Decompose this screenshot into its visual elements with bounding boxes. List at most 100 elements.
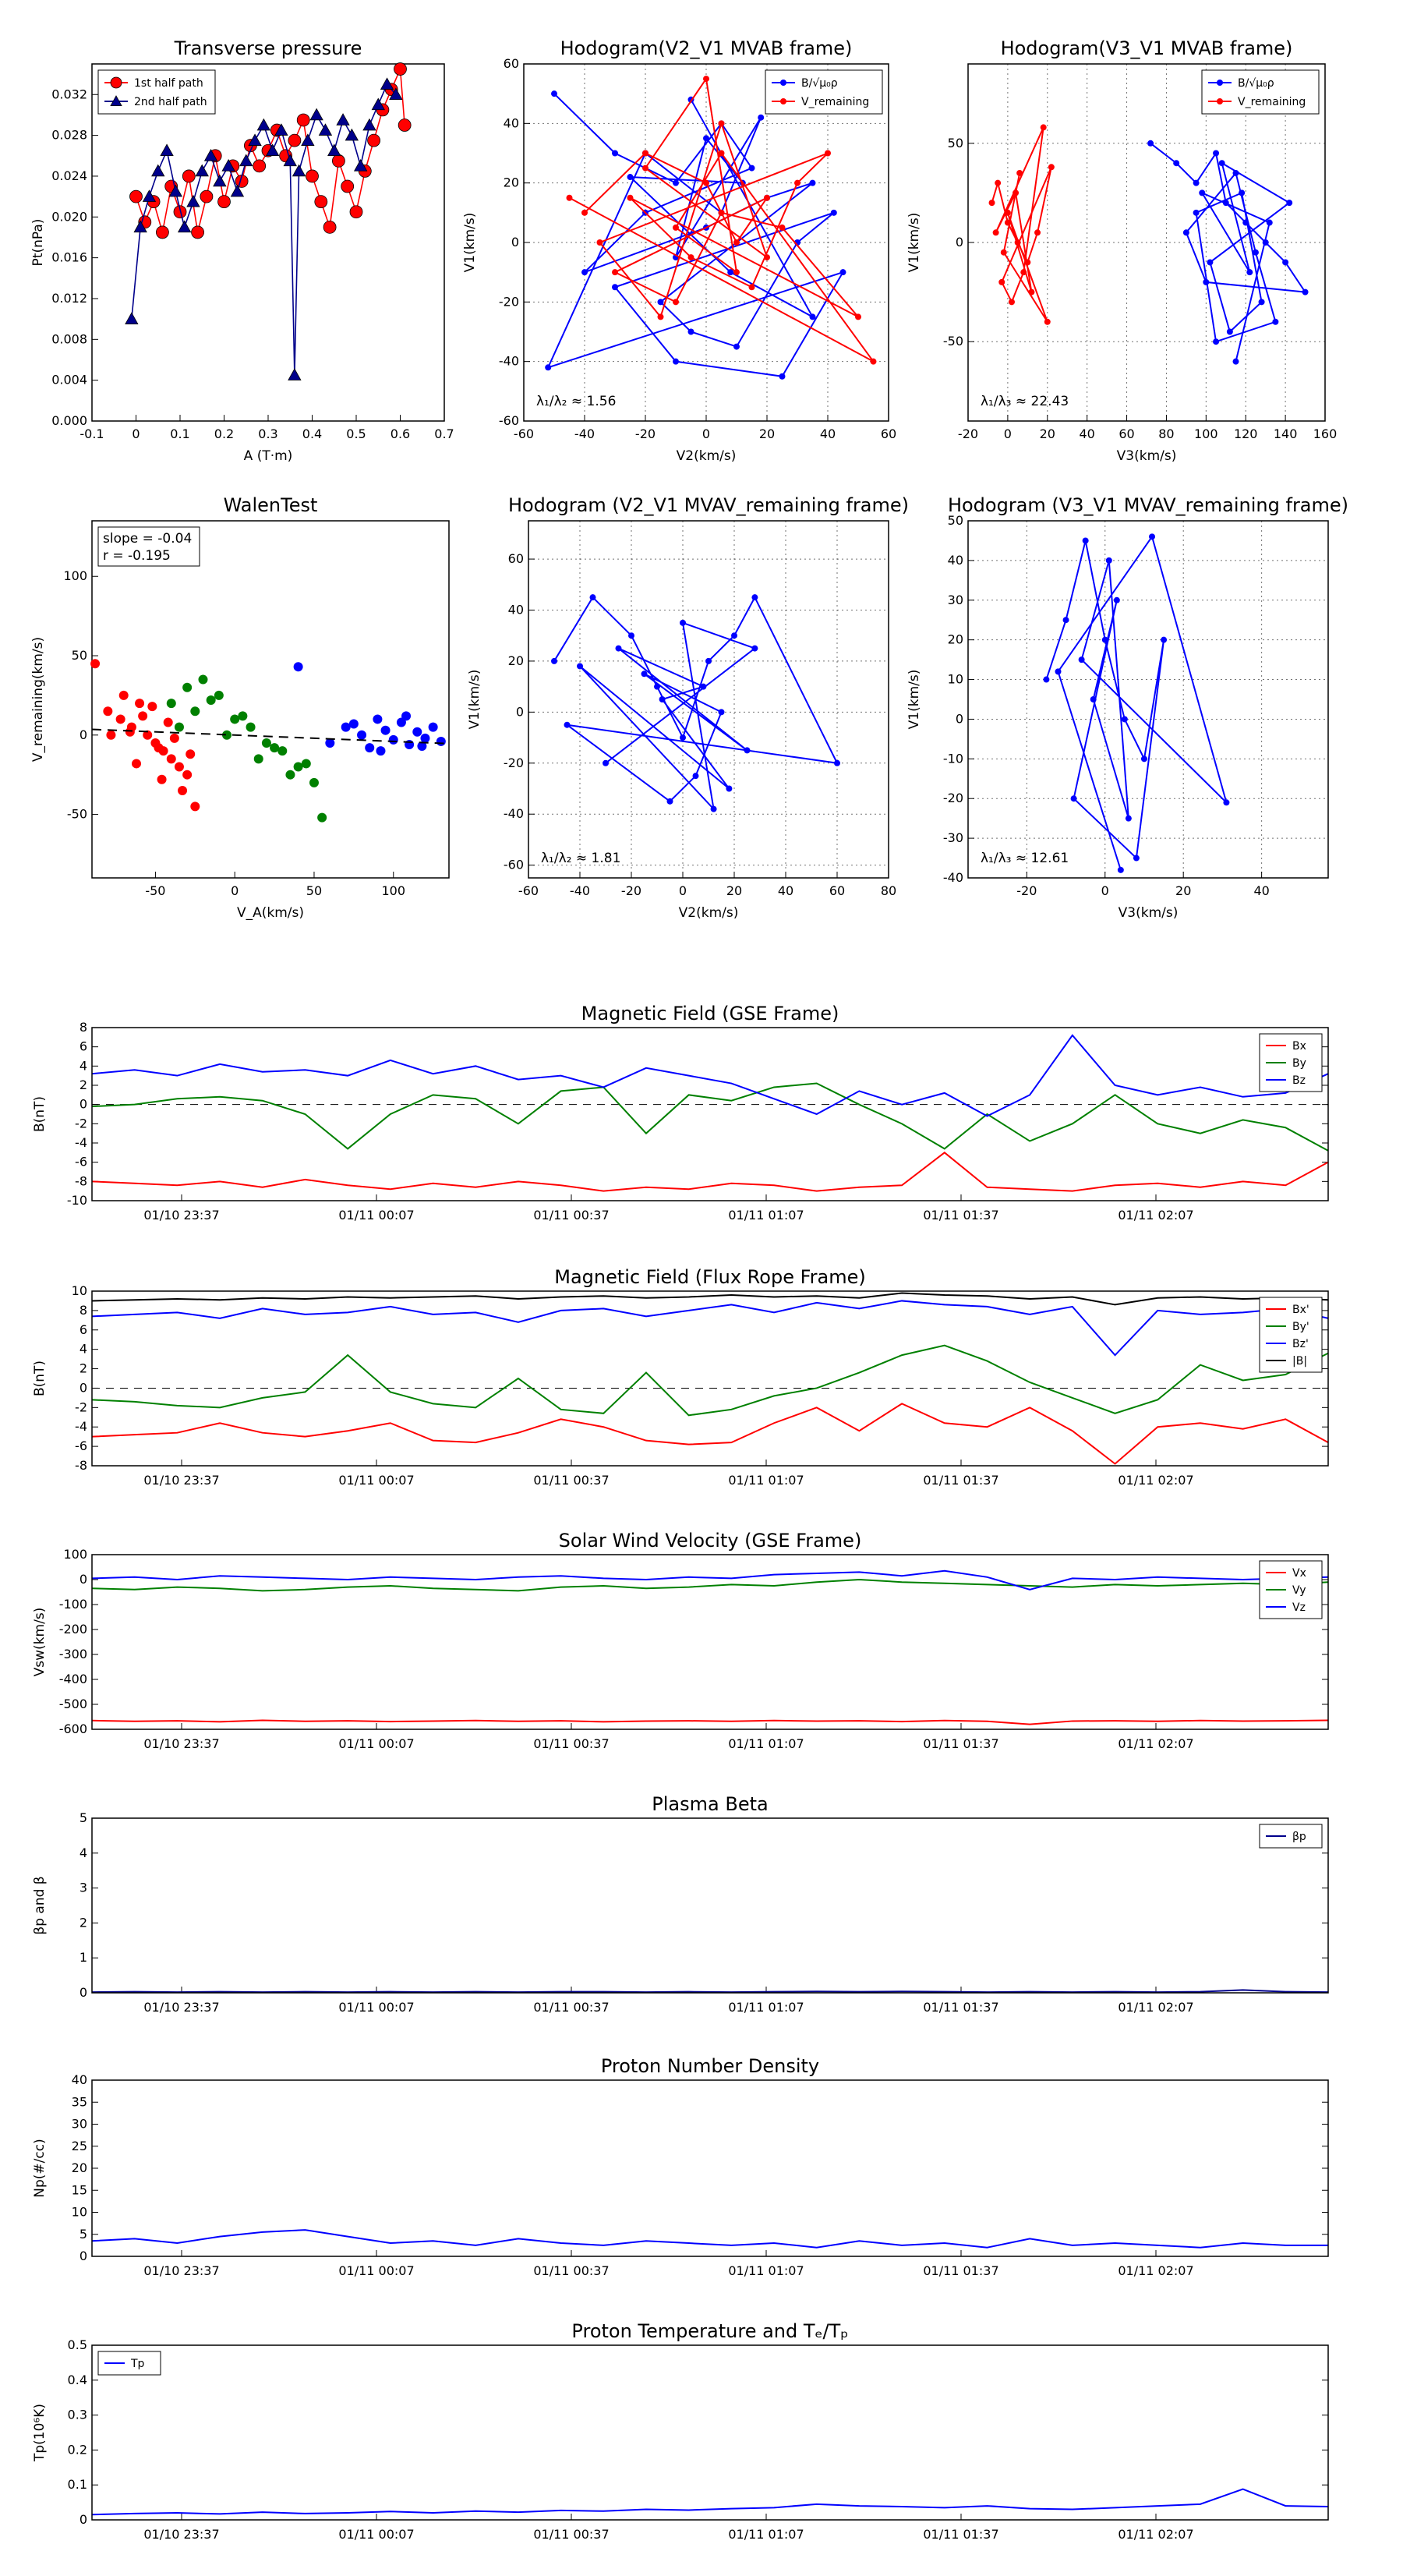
y-tick-label: -30 — [943, 830, 963, 845]
data-point — [1173, 160, 1180, 167]
data-point — [293, 662, 303, 672]
chart-title: Hodogram (V3_V1 MVAV_remaining frame) — [948, 494, 1348, 516]
y-tick-label: 4 — [80, 1342, 87, 1357]
data-point — [256, 118, 271, 131]
x-tick-label: 01/11 01:37 — [923, 2263, 998, 2278]
data-point — [362, 118, 376, 131]
x-tick-label: 01/11 01:07 — [728, 2000, 804, 2015]
data-point — [1121, 716, 1128, 723]
data-point — [138, 711, 148, 721]
data-point — [412, 727, 422, 737]
data-point — [380, 725, 391, 735]
chart-title: Magnetic Field (Flux Rope Frame) — [554, 1266, 865, 1288]
data-point — [203, 148, 218, 161]
y-axis-label: V1(km/s) — [906, 670, 922, 730]
series-line — [91, 2229, 1328, 2249]
data-point — [155, 225, 169, 239]
data-point — [394, 62, 407, 76]
x-tick-label: 01/11 01:07 — [728, 1208, 804, 1223]
data-point — [125, 727, 135, 737]
data-point — [428, 722, 438, 732]
y-tick-label: 0.3 — [68, 2408, 87, 2422]
data-point — [733, 269, 740, 276]
y-tick-label: 0.1 — [68, 2477, 87, 2492]
data-point — [731, 632, 737, 639]
x-tick-label: -60 — [514, 426, 534, 441]
data-point — [147, 702, 157, 712]
data-point — [1000, 249, 1007, 256]
fit-annotation: r = -0.195 — [103, 548, 171, 564]
panel-mag_fluxrope: -8 -6 -4 -2 0 2 4 6 8 10 01/10 23:37 01/11 00:07 01/… — [32, 1266, 1329, 1488]
data-point — [642, 150, 648, 157]
x-tick-label: 01/11 01:37 — [923, 2527, 998, 2542]
chart-title: Hodogram (V2_V1 MVAV_remaining frame) — [508, 494, 909, 516]
data-point — [309, 777, 319, 787]
data-point — [118, 690, 129, 700]
data-point — [779, 224, 786, 231]
y-tick-label: 2 — [80, 1915, 87, 1930]
data-point — [687, 328, 694, 335]
data-point — [1147, 140, 1154, 147]
y-tick-label: 6 — [80, 1039, 87, 1054]
series-line — [553, 595, 839, 812]
y-tick-label: 0 — [511, 235, 519, 249]
data-point — [331, 154, 345, 168]
data-point — [1105, 557, 1112, 564]
data-point — [779, 373, 786, 380]
x-tick-label: 80 — [881, 883, 896, 898]
legend-box — [1201, 69, 1320, 115]
y-tick-label: -6 — [75, 1438, 87, 1453]
series-line — [91, 1344, 1329, 1417]
data-point — [110, 76, 122, 89]
x-tick-label: 01/11 02:07 — [1118, 1736, 1193, 1751]
series-line — [91, 1403, 1329, 1465]
data-point — [612, 284, 618, 291]
data-point — [1213, 150, 1220, 157]
data-point — [169, 733, 179, 743]
data-point — [718, 120, 725, 127]
data-point — [733, 239, 740, 246]
y-tick-label: -8 — [75, 1458, 87, 1473]
axes-frame — [91, 1817, 1329, 1994]
data-point — [615, 645, 622, 652]
y-tick-label: 0 — [80, 1985, 87, 2000]
data-point — [1282, 259, 1289, 266]
legend-label: B/√μ₀ρ — [801, 77, 838, 90]
y-tick-label: 20 — [508, 653, 524, 668]
series-line — [91, 1578, 1329, 1592]
legend-label: Vz — [1292, 1601, 1306, 1614]
y-tick-label: 2 — [80, 1361, 87, 1376]
panel-mag_gse: -10 -8 -6 -4 -2 0 2 4 6 8 01/10 23:37 01/11 00:07 01… — [32, 1003, 1329, 1223]
data-point — [1101, 636, 1108, 643]
data-point — [357, 730, 367, 740]
x-tick-label: -40 — [570, 883, 590, 898]
legend: 1st half path 2nd half path — [97, 69, 216, 115]
data-point — [1226, 328, 1233, 335]
data-point — [654, 683, 660, 690]
y-tick-label: 30 — [72, 2117, 87, 2132]
data-point — [1004, 209, 1011, 216]
chart-title: Hodogram(V2_V1 MVAB frame) — [560, 37, 853, 59]
panel-hodo_v3_v1_mvab: -20 0 20 40 60 80 100 120 140 160 -50 0 50 Hodogram(V… — [906, 37, 1337, 464]
y-tick-label: 5 — [80, 2227, 87, 2242]
data-point — [1004, 219, 1011, 226]
data-point — [349, 205, 363, 219]
data-point — [1242, 219, 1249, 226]
x-tick-label: 0.5 — [346, 426, 366, 441]
legend: Bx By Bz — [1259, 1033, 1323, 1092]
y-axis-label: B(nT) — [32, 1361, 48, 1396]
data-point — [154, 743, 164, 753]
x-tick-label: 01/11 00:07 — [338, 2000, 414, 2015]
data-point — [641, 671, 648, 678]
data-point — [1034, 229, 1041, 236]
y-tick-label: 50 — [948, 136, 963, 150]
data-point — [217, 195, 231, 209]
data-point — [809, 179, 816, 186]
data-point — [151, 164, 165, 177]
y-tick-label: 0 — [80, 1097, 87, 1112]
legend-label: V_remaining — [1238, 96, 1306, 108]
data-point — [1217, 80, 1223, 86]
y-tick-label: 0.000 — [51, 413, 87, 428]
x-tick-label: 01/11 01:37 — [923, 1736, 998, 1751]
x-tick-label: 01/10 23:37 — [143, 1208, 219, 1223]
